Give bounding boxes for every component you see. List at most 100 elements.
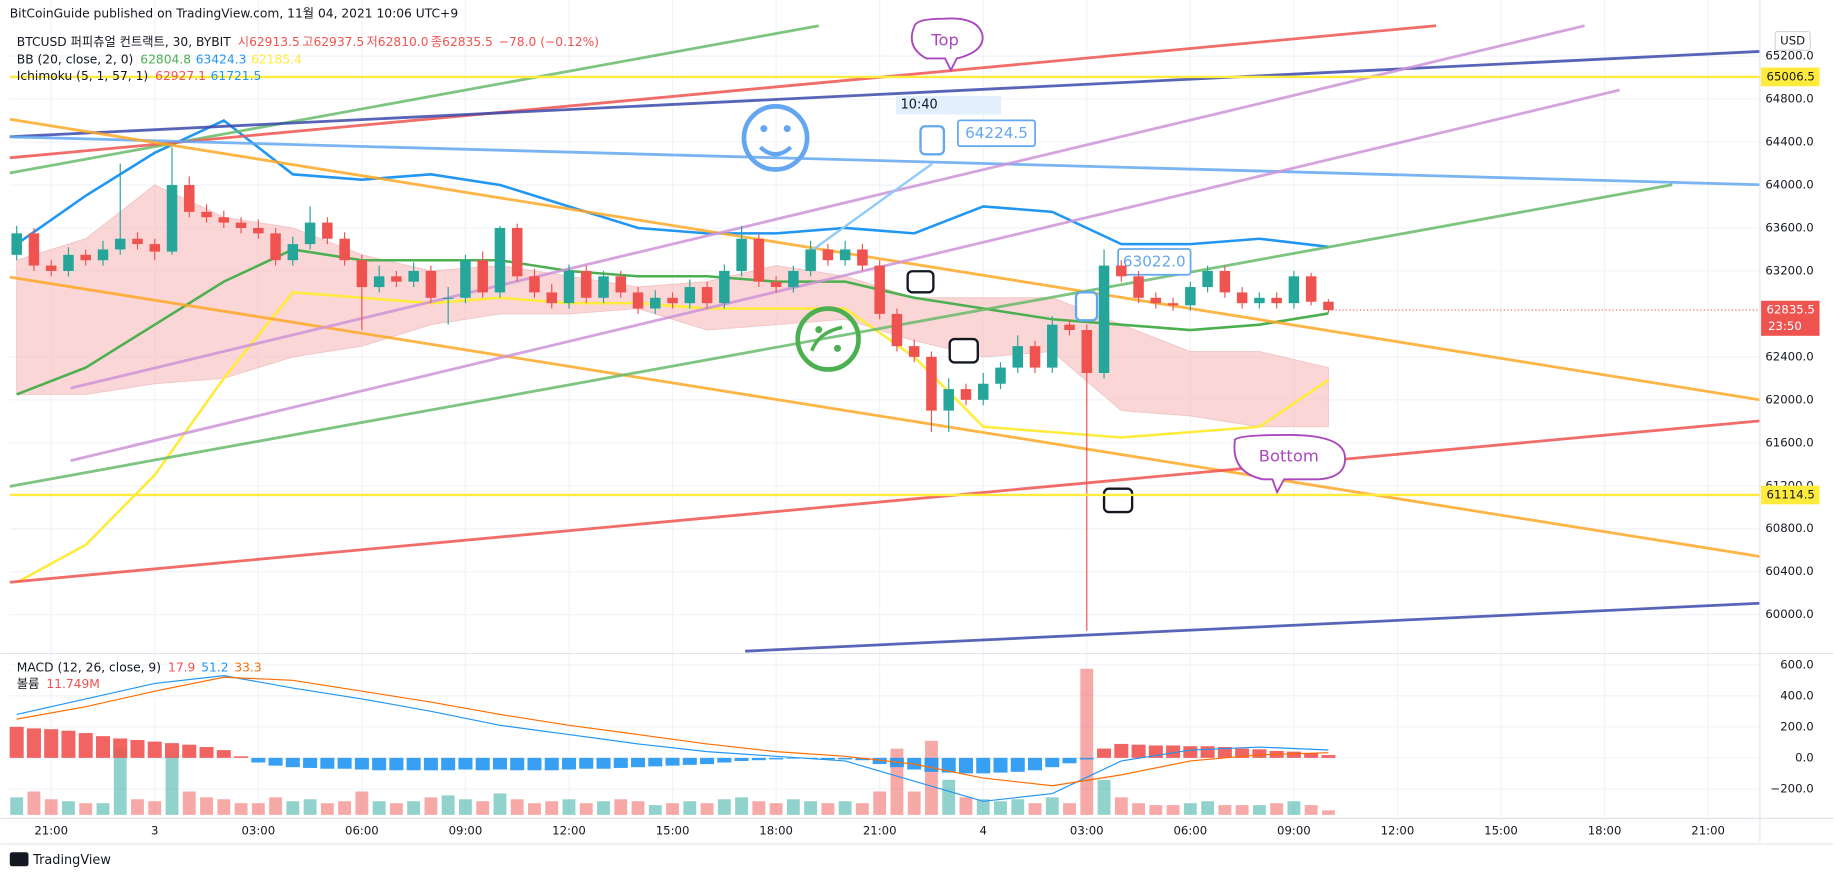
volume-bar (614, 799, 628, 815)
candle-body (839, 249, 851, 261)
candle-body (719, 270, 730, 304)
volume-bar (735, 797, 749, 815)
macd-histogram-bar (734, 757, 749, 761)
trend-line (9, 183, 1673, 488)
x-tick-label: 09:00 (1277, 824, 1311, 838)
candle-body (960, 389, 972, 400)
x-tick-label: 3 (151, 824, 158, 838)
volume-bar (1097, 779, 1111, 815)
macd-histogram-bar (1252, 749, 1267, 758)
volume-bar (528, 803, 541, 815)
macd-histogram-bar (924, 757, 939, 772)
volume-bar (113, 748, 127, 815)
footer-brand: TradingView (32, 853, 111, 868)
macd-histogram-bar (613, 757, 628, 768)
y-tick-label: 64400.0 (1765, 135, 1813, 149)
byline: BitCoinGuide published on TradingView.co… (10, 7, 458, 21)
macd-value: 51.2 (201, 660, 228, 674)
candle-body (304, 222, 316, 245)
volume-bar (148, 801, 162, 815)
macd-histogram-bar (44, 729, 59, 758)
legend-bb: BB (20, close, 2, 0) 62804.8 63424.3 62185.… (17, 52, 302, 66)
volume-bar (1114, 797, 1128, 815)
macd-histogram-bar (1010, 757, 1025, 772)
x-tick-label: 4 (980, 824, 987, 838)
volume-bar (44, 799, 58, 815)
logo (9, 852, 29, 867)
volume-bar (1218, 805, 1232, 815)
volume-bar (1321, 810, 1335, 815)
volume-bar (1201, 801, 1215, 815)
candle-body (1116, 265, 1127, 277)
macd-histogram-bar (458, 757, 473, 770)
trend-line (70, 88, 1620, 462)
volume-bar (545, 801, 559, 815)
macd-histogram-bar (1027, 757, 1043, 771)
macd-histogram-bar (976, 757, 991, 774)
level-tag-label: 61114.5 (1767, 487, 1815, 501)
macd-histogram-bar (1183, 746, 1198, 758)
y-tick-label: 400.0 (1780, 688, 1813, 702)
macd-histogram-bar (1304, 753, 1319, 758)
candle-body (1323, 301, 1334, 311)
macd-histogram-bar (579, 757, 594, 769)
macd-histogram-bar (251, 757, 266, 763)
macd-histogram-bar (648, 757, 663, 767)
volume-bar (1132, 803, 1146, 815)
macd-histogram-bar (441, 757, 456, 771)
volume-bar (873, 791, 887, 815)
volume-bar (476, 801, 490, 815)
candle-body (494, 227, 506, 293)
macd-histogram-bar (1321, 755, 1336, 758)
candle-body (822, 249, 834, 261)
candle-body (546, 292, 557, 304)
volume-bar (131, 799, 144, 815)
macd-histogram-bar (510, 757, 525, 771)
volume-bar (303, 799, 317, 815)
candle-body (1202, 270, 1213, 288)
macd-value: 33.3 (234, 660, 261, 674)
drawings: Top Bottom 10:40 64224.5 63022.0 (9, 17, 1761, 653)
macd-histogram-bar (354, 757, 369, 770)
macd-histogram-bar (320, 757, 335, 769)
volume-bar (234, 803, 248, 815)
macd-value: 17.9 (168, 660, 195, 674)
candle-body (184, 185, 195, 212)
macd-histogram-bar (682, 757, 697, 765)
candle-body (874, 265, 885, 314)
volume-bar (1063, 803, 1076, 815)
volume-bar (389, 803, 403, 815)
candle-body (995, 367, 1006, 384)
candle-body (132, 238, 143, 245)
volume-bar (994, 801, 1007, 815)
candle-body (1064, 324, 1075, 331)
x-tick-label: 03:00 (1070, 824, 1104, 838)
macd-histogram-bar (1131, 744, 1146, 758)
x-tick-label: 06:00 (1174, 824, 1208, 838)
candle-body (1271, 297, 1282, 304)
candle-body (977, 383, 989, 400)
volume-bar (1028, 803, 1042, 815)
macd-histogram-bar (941, 757, 956, 773)
volume-bar (1235, 805, 1249, 815)
candle-body (908, 346, 920, 357)
candle-body (684, 287, 696, 304)
macd-histogram-bar (9, 726, 24, 758)
macd-histogram-bar (130, 740, 145, 758)
trend-line (9, 24, 1437, 160)
hand-icon (1102, 487, 1134, 514)
candle-body (477, 260, 488, 293)
volume-bar (269, 797, 283, 815)
volume-bar (251, 803, 265, 815)
ichimoku-value: 62927.1 (155, 68, 206, 82)
candle-body (788, 270, 799, 288)
volume-bar (459, 799, 472, 815)
volume-bar (1252, 805, 1266, 815)
candle-body (701, 287, 713, 304)
bb-value: 62185.4 (251, 52, 302, 66)
volume-bar (821, 803, 835, 815)
ohlc: 고62937.5 (302, 35, 364, 49)
ichimoku-label: Ichimoku (5, 1, 57, 1) (17, 68, 148, 82)
volume-bar (320, 803, 334, 815)
